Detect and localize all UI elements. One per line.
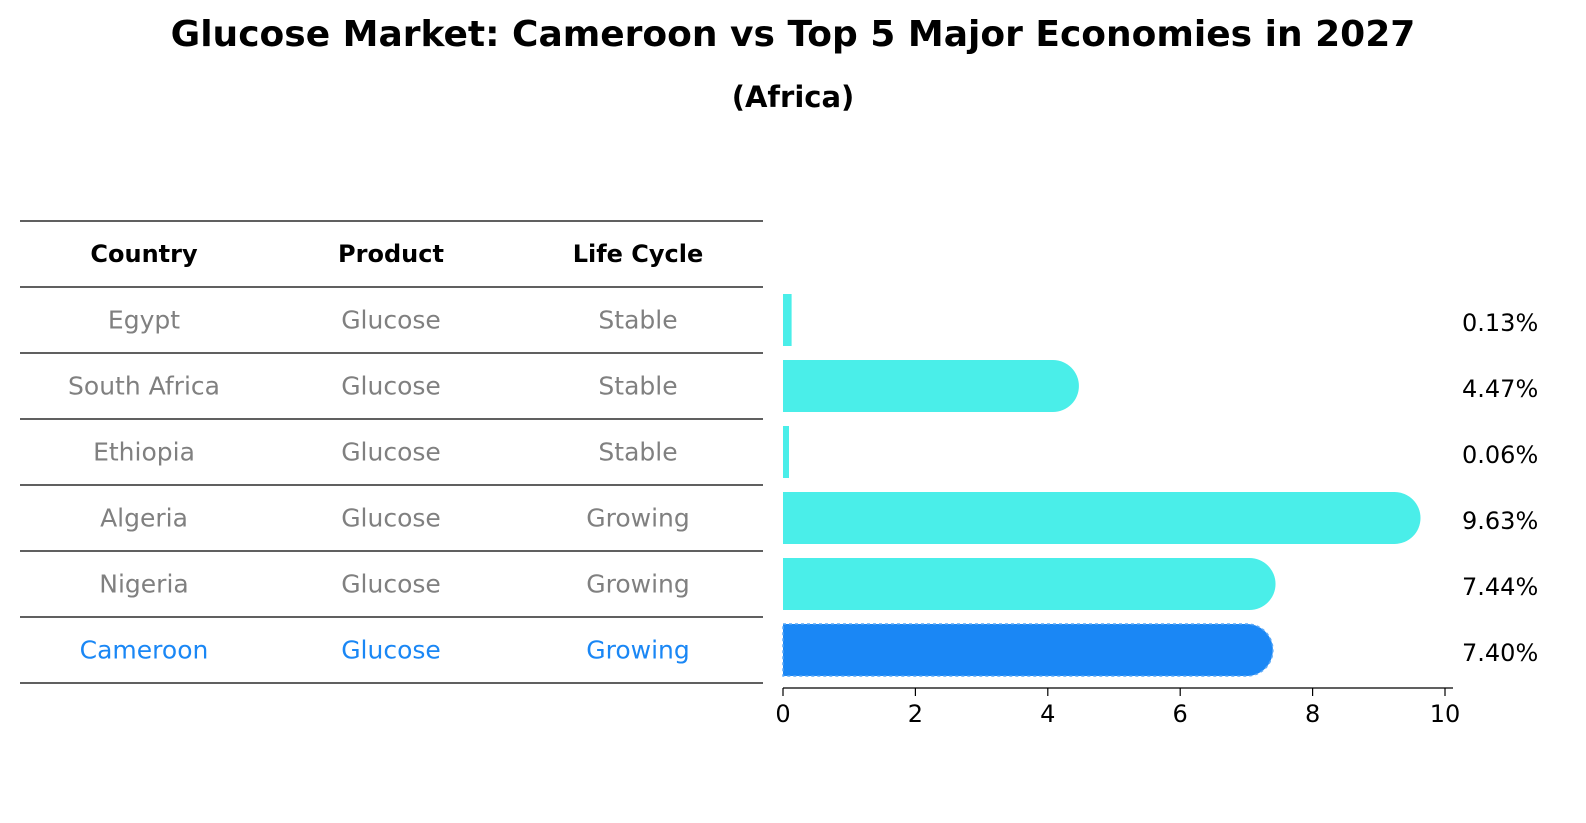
x-tick-label: 10	[1430, 700, 1461, 728]
table-header-country: Country	[90, 240, 198, 268]
table-cell: Growing	[586, 504, 690, 533]
table-header-product: Product	[338, 240, 444, 268]
data-table: Country Product Life Cycle Egypt Glucose Stab…	[20, 220, 763, 684]
table-cell: Cameroon	[80, 636, 209, 665]
bar-series	[782, 294, 1421, 677]
table-cell: Nigeria	[99, 570, 188, 599]
table-cell: Growing	[586, 636, 690, 665]
bar-algeria	[783, 492, 1421, 544]
table-cell: Glucose	[341, 504, 441, 533]
value-label: 0.06%	[1462, 441, 1538, 469]
bar-south-africa	[783, 360, 1079, 412]
bar-nigeria	[783, 558, 1276, 610]
value-label: 7.40%	[1462, 639, 1538, 667]
bar-cameroon	[783, 624, 1273, 676]
x-axis: 0 2 4 6 8 10	[775, 687, 1461, 728]
table-cell: Growing	[586, 570, 690, 599]
table-cell: Stable	[598, 306, 677, 335]
x-tick-label: 2	[908, 700, 923, 728]
x-tick-label: 0	[775, 700, 790, 728]
x-tick-label: 8	[1305, 700, 1320, 728]
table-cell: Glucose	[341, 570, 441, 599]
table-cell: Glucose	[341, 438, 441, 467]
table-header-life-cycle: Life Cycle	[573, 240, 704, 268]
table-cell: Glucose	[341, 306, 441, 335]
table-cell: Stable	[598, 372, 677, 401]
chart-subtitle: (Africa)	[731, 80, 855, 114]
table-cell: Algeria	[100, 504, 188, 533]
table-cell: Glucose	[341, 636, 441, 665]
table-cell: South Africa	[68, 372, 220, 401]
value-label: 7.44%	[1462, 573, 1538, 601]
bar-highlight-outline	[782, 623, 1274, 677]
x-tick-label: 4	[1040, 700, 1055, 728]
bar-ethiopia	[783, 426, 789, 478]
chart-title: Glucose Market: Cameroon vs Top 5 Major …	[170, 14, 1416, 55]
table-cell: Egypt	[108, 306, 180, 335]
value-label: 0.13%	[1462, 309, 1538, 337]
bar-egypt	[783, 294, 792, 346]
value-label: 9.63%	[1462, 507, 1538, 535]
value-label: 4.47%	[1462, 375, 1538, 403]
table-cell: Ethiopia	[93, 438, 195, 467]
value-labels: 0.13% 4.47% 0.06% 9.63% 7.44% 7.40%	[1462, 309, 1538, 667]
table-cell: Stable	[598, 438, 677, 467]
table-cell: Glucose	[341, 372, 441, 401]
x-tick-label: 6	[1173, 700, 1188, 728]
